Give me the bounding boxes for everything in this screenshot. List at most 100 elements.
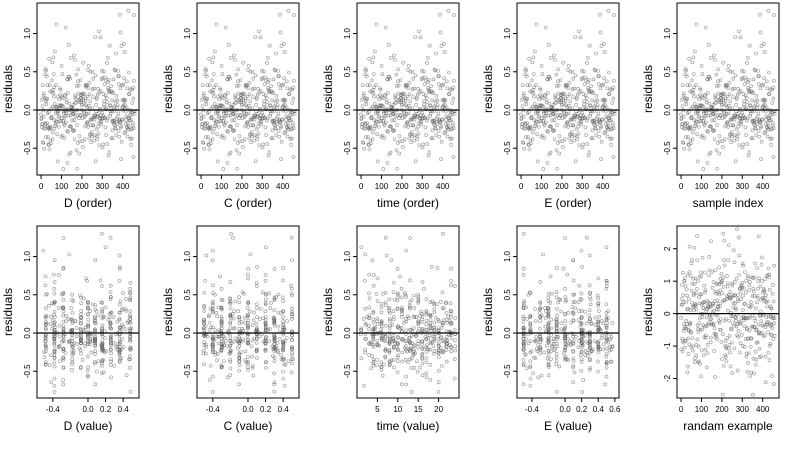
data-point: [289, 235, 294, 240]
data-point: [753, 126, 758, 131]
data-point: [260, 290, 265, 295]
data-point: [605, 321, 610, 326]
data-point: [521, 358, 526, 362]
data-point: [117, 134, 122, 139]
data-point: [225, 91, 230, 95]
data-point: [79, 341, 84, 346]
data-point: [444, 310, 449, 315]
data-point: [744, 354, 749, 359]
data-point: [61, 309, 66, 314]
data-point: [546, 310, 551, 315]
data-point: [287, 113, 292, 117]
data-point: [93, 321, 98, 326]
x-tick-label: 100: [695, 182, 709, 191]
data-point: [394, 72, 399, 77]
data-point: [725, 281, 730, 286]
x-tick-label: 0.0: [242, 405, 254, 414]
data-point: [563, 82, 568, 87]
data-point: [223, 25, 228, 30]
data-point: [216, 124, 221, 129]
data-point: [52, 291, 57, 296]
data-point: [753, 261, 757, 266]
data-point: [367, 327, 371, 332]
data-point: [100, 284, 104, 288]
data-point: [114, 51, 118, 56]
data-point: [554, 334, 559, 339]
data-point: [563, 287, 567, 291]
data-point: [567, 103, 571, 108]
data-point: [248, 107, 252, 112]
data-point: [81, 60, 85, 65]
data-point: [587, 308, 592, 312]
data-point: [263, 125, 268, 130]
data-point: [436, 82, 441, 86]
data-point: [129, 127, 134, 131]
data-point: [556, 83, 561, 88]
data-point: [114, 133, 119, 137]
points-c-order: [199, 8, 297, 171]
data-point: [94, 127, 99, 132]
data-point: [129, 326, 134, 331]
data-point: [396, 83, 401, 88]
data-point: [562, 333, 567, 338]
data-point: [574, 334, 579, 339]
data-point: [281, 322, 286, 327]
data-point: [279, 353, 283, 357]
data-point: [694, 291, 698, 296]
data-point: [740, 68, 744, 73]
data-point: [365, 96, 369, 101]
data-point: [119, 44, 124, 48]
data-point: [562, 92, 566, 96]
data-point: [738, 290, 743, 294]
data-point: [716, 307, 721, 312]
data-point: [125, 86, 130, 91]
data-point: [428, 300, 433, 305]
data-point: [92, 138, 96, 143]
data-point: [416, 319, 421, 324]
data-point: [51, 301, 56, 306]
data-point: [382, 115, 387, 120]
data-point: [385, 91, 390, 95]
data-point: [111, 315, 116, 319]
data-point: [272, 345, 277, 349]
data-point: [52, 272, 56, 277]
data-point: [720, 103, 724, 107]
data-point: [250, 364, 255, 368]
data-point: [538, 314, 542, 319]
data-point: [765, 121, 770, 125]
data-point: [202, 91, 206, 96]
data-point: [257, 143, 262, 148]
data-point: [101, 349, 106, 353]
data-point: [564, 357, 569, 362]
data-point: [420, 311, 424, 316]
data-point: [571, 341, 575, 345]
data-point: [571, 380, 576, 385]
points-time-order: [359, 8, 457, 171]
data-point: [398, 78, 403, 83]
data-point: [700, 255, 705, 260]
data-point: [542, 123, 547, 128]
data-point: [103, 125, 108, 130]
data-point: [681, 293, 685, 298]
data-point: [255, 356, 259, 360]
data-point: [519, 112, 523, 117]
data-point: [685, 364, 690, 369]
data-point: [702, 324, 707, 329]
data-point: [728, 107, 732, 112]
data-point: [747, 150, 752, 155]
data-point: [227, 352, 232, 356]
plot-frame: [676, 2, 780, 176]
data-point: [593, 126, 598, 131]
data-point: [549, 124, 553, 129]
data-point: [224, 111, 229, 116]
data-point: [570, 305, 575, 309]
data-point: [695, 159, 700, 164]
data-point: [271, 354, 275, 358]
data-point: [424, 118, 429, 123]
data-point: [132, 78, 136, 83]
data-point: [79, 351, 83, 356]
data-point: [222, 123, 227, 128]
data-point: [210, 347, 215, 352]
data-point: [395, 355, 400, 360]
data-point: [210, 325, 215, 330]
